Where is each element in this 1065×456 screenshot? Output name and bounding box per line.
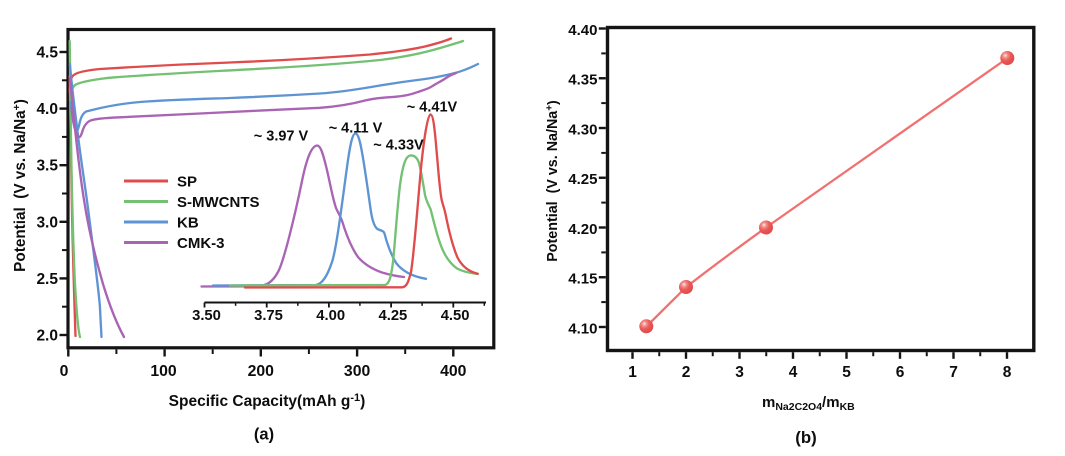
svg-text:~ 4.41V: ~ 4.41V: [407, 100, 458, 116]
svg-text:4.10: 4.10: [568, 320, 597, 337]
svg-text:SP: SP: [177, 174, 197, 191]
svg-text:3.75: 3.75: [254, 308, 283, 324]
svg-text:S-MWCNTS: S-MWCNTS: [177, 194, 260, 211]
svg-text:0: 0: [60, 363, 69, 380]
svg-text:3: 3: [735, 364, 744, 381]
svg-text:2: 2: [682, 364, 691, 381]
svg-text:1: 1: [628, 364, 637, 381]
svg-text:4.0: 4.0: [36, 101, 58, 118]
svg-text:4.30: 4.30: [568, 121, 597, 138]
svg-text:~ 4.11 V: ~ 4.11 V: [329, 121, 383, 137]
svg-text:4.50: 4.50: [441, 308, 470, 324]
svg-text:5: 5: [842, 364, 851, 381]
svg-text:4.00: 4.00: [316, 308, 345, 324]
svg-text:4: 4: [789, 364, 798, 381]
svg-text:~ 4.33V: ~ 4.33V: [373, 138, 424, 154]
svg-text:Specific Capacity(mAh g-1): Specific Capacity(mAh g-1): [169, 392, 366, 410]
svg-text:4.5: 4.5: [36, 45, 58, 62]
svg-text:(a): (a): [254, 426, 274, 444]
svg-text:7: 7: [949, 364, 958, 381]
svg-text:4.40: 4.40: [568, 22, 597, 39]
svg-text:4.35: 4.35: [568, 72, 597, 89]
svg-text:8: 8: [1003, 364, 1012, 381]
svg-text:2.0: 2.0: [36, 328, 58, 345]
svg-text:KB: KB: [177, 215, 199, 232]
svg-text:4.20: 4.20: [568, 221, 597, 238]
svg-text:~ 3.97 V: ~ 3.97 V: [254, 129, 309, 145]
svg-text:CMK-3: CMK-3: [177, 235, 225, 252]
svg-text:6: 6: [896, 364, 905, 381]
svg-text:400: 400: [440, 363, 467, 380]
svg-text:200: 200: [248, 363, 275, 380]
svg-text:(b): (b): [795, 428, 816, 447]
svg-text:4.25: 4.25: [568, 171, 597, 188]
svg-text:Potential (V vs. Na/Na+): Potential (V vs. Na/Na+): [11, 99, 29, 272]
svg-text:300: 300: [344, 363, 371, 380]
svg-text:Potential (V vs. Na/Na+): Potential (V vs. Na/Na+): [544, 100, 561, 261]
svg-text:2.5: 2.5: [36, 271, 58, 288]
svg-text:3.5: 3.5: [36, 158, 58, 175]
svg-text:100: 100: [150, 363, 177, 380]
svg-text:4.15: 4.15: [568, 271, 597, 288]
svg-text:4.25: 4.25: [378, 308, 407, 324]
svg-text:3.50: 3.50: [192, 308, 221, 324]
svg-text:3.0: 3.0: [36, 214, 58, 231]
